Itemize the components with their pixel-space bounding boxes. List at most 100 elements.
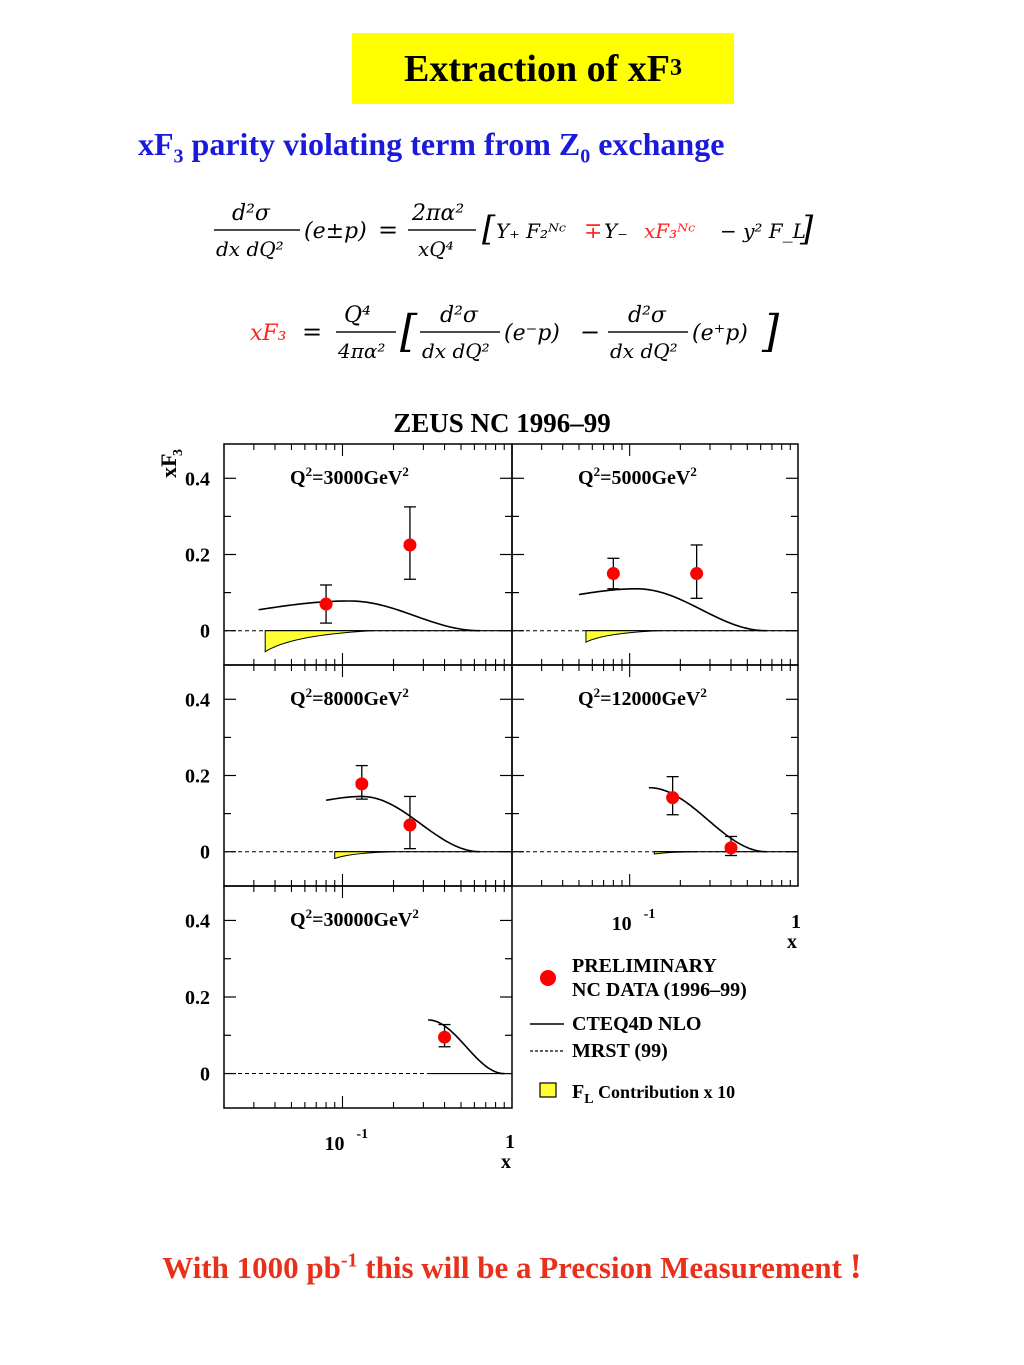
data-point [690, 567, 704, 581]
f1-eq: = [378, 216, 398, 244]
y-tick-label: 0 [200, 1064, 210, 1086]
f1-bracket-close: ] [799, 209, 814, 249]
panel-label: Q2=30000GeV2 [290, 906, 419, 931]
f1-mp: ∓ [584, 219, 602, 244]
y-tick-label: 0 [200, 621, 210, 643]
panel-2: Q2=5000GeV2 [511, 443, 799, 666]
f2-bracket-close: ] [761, 306, 780, 357]
panel-4: Q2=12000GeV2 [511, 664, 799, 887]
f1-term1: Y₊ F₂ᴺᶜ [496, 219, 566, 243]
x-tick-label-one: 1 [791, 911, 801, 933]
x-tick-label-one: 1 [505, 1131, 515, 1153]
panel-label: Q2=8000GeV2 [290, 685, 409, 710]
f2-frac2-num: d²σ [628, 303, 667, 328]
fl-contribution-area [264, 630, 373, 653]
y-tick-label: 0.2 [185, 545, 210, 567]
f2-bracket-open: [ [400, 306, 418, 357]
data-point [403, 818, 417, 832]
x-axis-label: x [501, 1151, 511, 1173]
fl-contribution-area [334, 851, 394, 860]
f2-lhs: xF₃ [250, 321, 287, 346]
cteq-curve [428, 1019, 505, 1075]
legend-point-symbol [540, 970, 556, 986]
panel-label: Q2=5000GeV2 [578, 464, 697, 489]
panel-label: Q2=12000GeV2 [578, 685, 707, 710]
legend-label-cteq: CTEQ4D NLO [572, 1013, 701, 1035]
y-tick-label: 0 [200, 842, 210, 864]
x-axis-label: x [787, 931, 797, 953]
subtitle-mid: parity violating term from Z [183, 126, 581, 162]
footer-note: With 1000 pb-1 this will be a Precsion M… [0, 1245, 1024, 1287]
legend-label-fl: FL Contribution x 10 [572, 1081, 735, 1107]
f2-arg2: (e⁺p) [692, 321, 748, 346]
xf3-formula: xF₃ = Q⁴ 4πα² [ d²σ dx dQ² (e⁻p) − d²σ d… [250, 303, 780, 363]
f2-eq: = [302, 318, 322, 346]
cteq-curve [648, 786, 767, 853]
panel-label: Q2=3000GeV2 [290, 464, 409, 489]
y-tick-label: 0.4 [185, 689, 210, 711]
subtitle-post: exchange [590, 126, 725, 162]
y-tick-label: 0.2 [185, 987, 210, 1009]
footer-sup: -1 [340, 1249, 358, 1272]
data-point [666, 791, 680, 805]
x-tick-label-decade: 10 [612, 913, 632, 935]
chart-title: ZEUS NC 1996–99 [393, 408, 611, 438]
subtitle-sub-3: 3 [173, 145, 184, 168]
y-axis-label-sub: 3 [171, 449, 186, 456]
f1-rhs-num: 2πα² [411, 201, 464, 226]
x-tick-label-exp: -1 [644, 907, 656, 922]
f2-arg1: (e⁻p) [504, 321, 560, 346]
panel-3: 0 0.2 0.4 Q2=8000GeV2 [185, 664, 513, 887]
f2-minus: − [580, 318, 600, 346]
legend-fill-swatch [539, 1082, 557, 1098]
footer-pre: With 1000 pb [162, 1250, 341, 1285]
fl-contribution-area [585, 630, 660, 643]
legend-label-data: PRELIMINARY [572, 955, 717, 977]
f2-frac2-den: dx dQ² [610, 339, 678, 363]
f2-frac1-den: dx dQ² [422, 339, 490, 363]
x-tick-label-exp: -1 [356, 1127, 368, 1142]
x-tick-label-decade: 10 [324, 1133, 344, 1155]
data-point [355, 777, 369, 791]
fl-contribution-area [653, 851, 697, 855]
slide-subtitle: xF3 parity violating term from Z0 exchan… [138, 126, 898, 168]
slide-title-text: Extraction of xF [404, 47, 670, 90]
data-point [403, 538, 417, 552]
cteq-curve [325, 795, 481, 853]
f2-frac1-num: d²σ [440, 303, 479, 328]
legend-label-data-2: NC DATA (1996–99) [572, 979, 747, 1001]
footer-exclaim: ! [849, 1246, 862, 1286]
slide-title: Extraction of xF 3 [352, 33, 734, 104]
subtitle-sub-0: 0 [580, 145, 591, 168]
y-axis-label-text: xF [156, 454, 181, 478]
cteq-curve [578, 587, 767, 632]
data-point [319, 597, 333, 611]
f1-lhs-arg: (e±p) [304, 219, 367, 244]
f1-rhs-den: xQ⁴ [418, 237, 454, 261]
f1-lhs-den: dx dQ² [216, 237, 284, 261]
f2-pref-num: Q⁴ [344, 303, 371, 328]
cteq-curve [258, 600, 481, 632]
f2-pref-den: 4πα² [337, 339, 385, 363]
data-point [724, 841, 738, 855]
footer-post: this will be a Precsion Measurement [357, 1250, 850, 1285]
x-axis-labels-bottom: 10 -1 1x [324, 1127, 515, 1173]
data-point [438, 1030, 452, 1044]
y-tick-label: 0.4 [185, 910, 210, 932]
y-tick-label: 0.2 [185, 766, 210, 788]
y-axis-label: xF3 [156, 449, 186, 478]
f1-lhs-num: d²σ [232, 201, 271, 226]
panel-1: 0 0.2 0.4 Q2=3000GeV2 [185, 443, 513, 666]
y-tick-label: 0.4 [185, 468, 210, 490]
legend-label-mrst: MRST (99) [572, 1040, 668, 1062]
subtitle-xf: xF [138, 126, 174, 162]
data-point [606, 567, 620, 581]
x-axis-labels-right: 10 -1 1x [612, 907, 801, 953]
f1-bracket-open: [ [482, 209, 496, 249]
slide-title-sub: 3 [669, 55, 682, 81]
f1-term2: Y₋ [604, 219, 628, 243]
panel-5: 0 0.2 0.4 Q2=30000GeV2 [185, 885, 513, 1109]
cross-section-formula: d²σ dx dQ² (e±p) = 2πα² xQ⁴ [ Y₊ F₂ᴺᶜ ∓ … [214, 201, 814, 261]
